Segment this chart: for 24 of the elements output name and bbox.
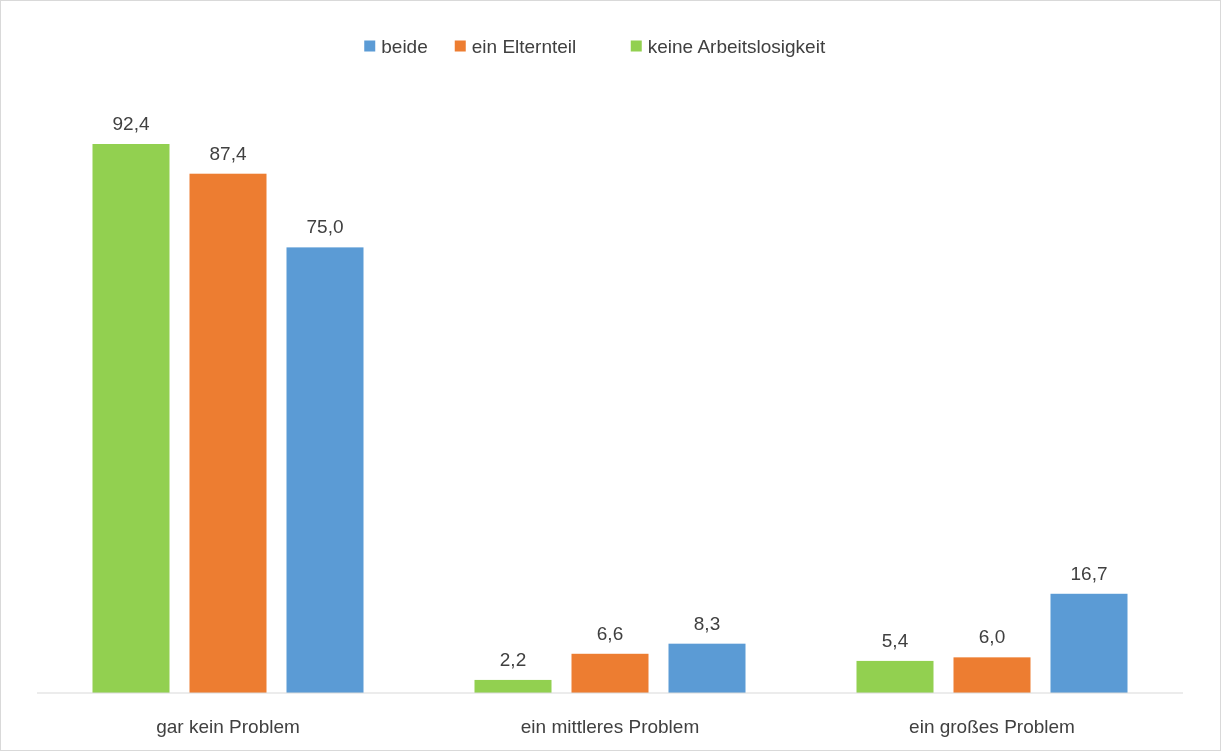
bar bbox=[856, 660, 934, 693]
bar bbox=[189, 173, 267, 693]
bar bbox=[668, 643, 746, 693]
data-label: 8,3 bbox=[693, 612, 721, 634]
bar bbox=[571, 653, 649, 693]
legend-label: keine Arbeitslosigkeit bbox=[647, 36, 826, 57]
data-label: 6,6 bbox=[596, 622, 624, 644]
x-tick-label: ein mittleres Problem bbox=[520, 716, 700, 737]
data-label: 6,0 bbox=[978, 626, 1006, 648]
x-tick-label: gar kein Problem bbox=[156, 716, 300, 737]
data-label: 75,0 bbox=[306, 216, 344, 238]
bar bbox=[286, 247, 364, 693]
data-label: 5,4 bbox=[881, 629, 909, 651]
data-label: 87,4 bbox=[209, 142, 247, 164]
legend-label: beide bbox=[381, 36, 428, 57]
x-tick-label: ein großes Problem bbox=[909, 716, 1075, 737]
bar bbox=[1050, 593, 1128, 693]
data-label: 16,7 bbox=[1070, 562, 1108, 584]
data-label: 92,4 bbox=[112, 113, 150, 134]
bar bbox=[474, 679, 552, 693]
data-label: 2,2 bbox=[499, 648, 527, 670]
bar bbox=[92, 144, 170, 693]
bar bbox=[953, 657, 1031, 693]
legend-label: ein Elternteil bbox=[471, 36, 577, 57]
